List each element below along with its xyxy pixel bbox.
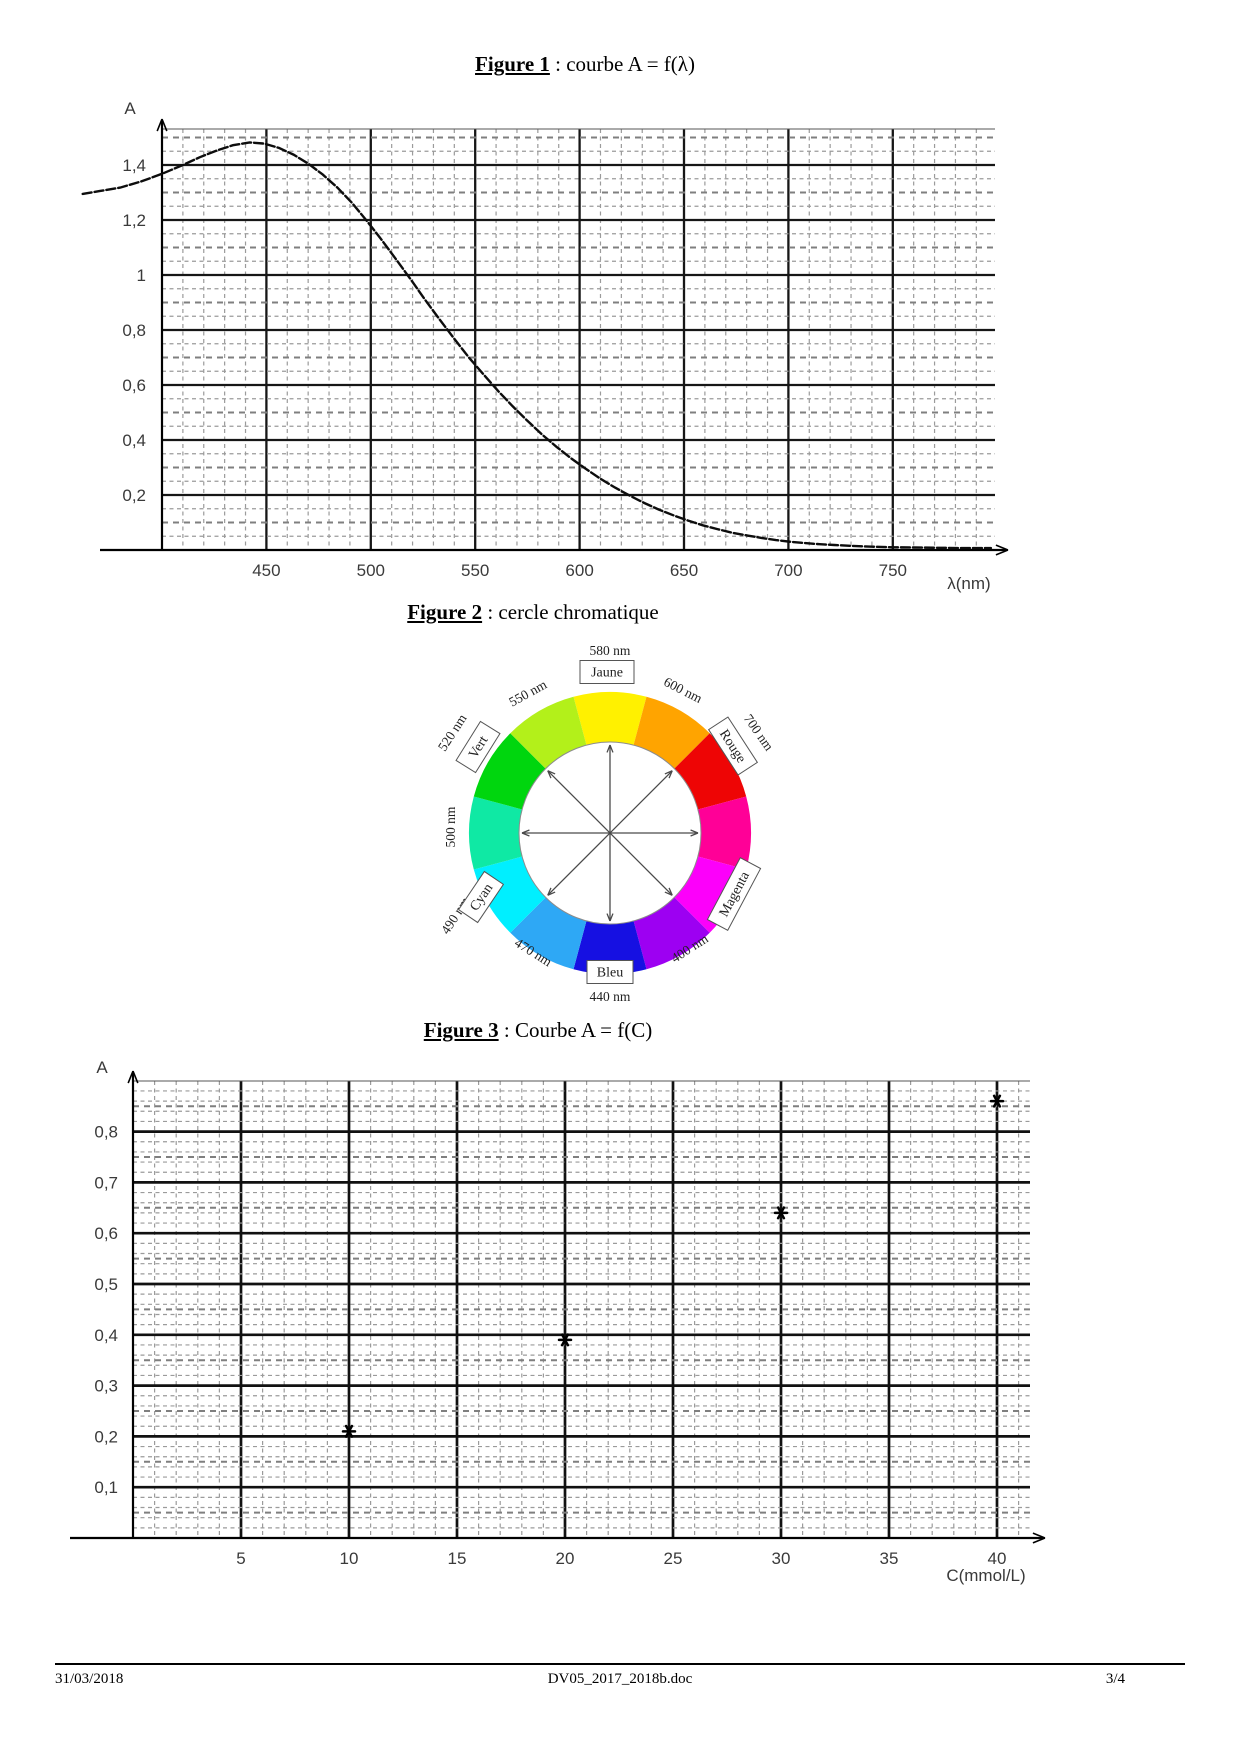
- wheel-segment-rose: [697, 796, 751, 870]
- svg-text:550: 550: [461, 561, 489, 580]
- wheel-label-jaune: Jaune: [579, 660, 635, 684]
- svg-text:550 nm: 550 nm: [506, 676, 549, 709]
- wheel-label-bleu: Bleu: [586, 960, 634, 984]
- svg-text:λ(nm): λ(nm): [947, 574, 990, 593]
- svg-text:0,8: 0,8: [122, 321, 146, 340]
- figure3-axes: [70, 1070, 1046, 1544]
- wheel-segment-bleu-clair: [510, 897, 587, 970]
- svg-text:500 nm: 500 nm: [443, 806, 458, 847]
- svg-text:0,7: 0,7: [94, 1173, 118, 1192]
- footer-page-number: 3/4: [1105, 1671, 1125, 1687]
- svg-text:0,3: 0,3: [94, 1377, 118, 1396]
- figure1-curve: [81, 141, 993, 550]
- footer-rule: [55, 1663, 1185, 1665]
- svg-text:440 nm: 440 nm: [590, 989, 631, 1004]
- svg-text:1,4: 1,4: [122, 156, 146, 175]
- data-point-marker: [557, 1333, 573, 1347]
- wheel-segment-vert: [473, 733, 546, 810]
- svg-text:1: 1: [137, 266, 146, 285]
- wheel-segment-vert-jaune: [510, 696, 587, 769]
- footer-date: 31/03/2018: [55, 1671, 124, 1687]
- wheel-segment-magenta: [674, 856, 747, 933]
- figure1-caption: : courbe A = f(λ): [549, 52, 695, 76]
- svg-text:0,4: 0,4: [122, 431, 146, 450]
- figure3-label: Figure 3: [423, 1018, 499, 1042]
- wheel-segment-vert-emeraude: [468, 796, 523, 870]
- svg-text:20: 20: [556, 1549, 575, 1568]
- figure1-axis-labels: Aλ(nm): [124, 99, 990, 593]
- figure3-title: Figure 3 : Courbe A = f(C): [0, 1018, 1076, 1043]
- complementary-arrows: [521, 744, 699, 922]
- figure1-chart: 450 500 550 600 650 700 750 1,4 1,2 1 0,8 0,6 0,4 0,2…: [81, 99, 1009, 593]
- figure3-chart: 5 10 15 20 25 30 35 400,10,20,30,40,50,60,70,8A…: [70, 1058, 1046, 1585]
- figure2-title: Figure 2 : cercle chromatique: [0, 600, 1066, 625]
- svg-text:580 nm: 580 nm: [590, 643, 631, 658]
- svg-text:750: 750: [879, 561, 907, 580]
- svg-text:0,4: 0,4: [94, 1326, 118, 1345]
- svg-text:1,2: 1,2: [122, 211, 146, 230]
- figure1-label: Figure 1: [475, 52, 550, 76]
- wheel-segment-cyan: [473, 856, 546, 933]
- figure1-axes: [100, 118, 1009, 556]
- svg-text:25: 25: [664, 1549, 683, 1568]
- svg-text:600: 600: [565, 561, 593, 580]
- wheel-segment-orange: [633, 696, 710, 769]
- svg-text:30: 30: [772, 1549, 791, 1568]
- wheel-segment-rouge: [674, 733, 747, 810]
- svg-text:5: 5: [236, 1549, 245, 1568]
- svg-text:Bleu: Bleu: [597, 966, 623, 981]
- svg-text:10: 10: [340, 1549, 359, 1568]
- svg-text:15: 15: [448, 1549, 467, 1568]
- svg-text:35: 35: [880, 1549, 899, 1568]
- svg-text:0,2: 0,2: [94, 1427, 118, 1446]
- figure3-axis-labels: A C(mmol/L): [96, 1058, 1025, 1585]
- svg-text:0,6: 0,6: [122, 376, 146, 395]
- svg-text:650: 650: [670, 561, 698, 580]
- figure1-title: Figure 1 : courbe A = f(λ): [0, 52, 1170, 77]
- figure1-grid: [162, 128, 995, 550]
- svg-text:40: 40: [988, 1549, 1007, 1568]
- svg-text:450: 450: [252, 561, 280, 580]
- svg-text:A: A: [124, 99, 136, 118]
- figure3-tick-labels: 5 10 15 20 25 30 35 40 0,1 0,2 0,3 0,4 0,5 0,6 0,7 0,8: [94, 1123, 1006, 1568]
- data-point-marker: [773, 1206, 789, 1220]
- svg-text:Jaune: Jaune: [591, 666, 623, 681]
- wheel-segments: [468, 692, 751, 974]
- svg-text:0,6: 0,6: [94, 1224, 118, 1243]
- figure3-caption: : Courbe A = f(C): [498, 1018, 653, 1042]
- svg-text:500: 500: [357, 561, 385, 580]
- data-point-marker: [989, 1094, 1005, 1108]
- figure1-tick-labels: 450 500 550 600 650 700 750 1,4 1,2 1 0,8 0,6 0,4 0,2: [122, 156, 907, 580]
- footer-filename: DV05_2017_2018b.doc: [547, 1671, 693, 1687]
- svg-text:0,5: 0,5: [94, 1275, 118, 1294]
- figure3-grid: [133, 1080, 1030, 1538]
- svg-text:C(mmol/L): C(mmol/L): [946, 1566, 1025, 1585]
- svg-text:A: A: [96, 1058, 108, 1077]
- svg-text:700: 700: [774, 561, 802, 580]
- wheel-segment-jaune: [573, 692, 647, 746]
- figure2-caption: : cercle chromatique: [482, 600, 659, 624]
- svg-text:0,1: 0,1: [94, 1478, 118, 1497]
- wheel-segment-violet: [633, 897, 710, 970]
- svg-text:0,2: 0,2: [122, 486, 146, 505]
- figure3-data-points: [341, 1094, 1005, 1438]
- svg-text:0,8: 0,8: [94, 1123, 118, 1142]
- figure2-label: Figure 2: [407, 600, 483, 624]
- data-point-marker: [341, 1424, 357, 1438]
- svg-text:600 nm: 600 nm: [661, 674, 705, 706]
